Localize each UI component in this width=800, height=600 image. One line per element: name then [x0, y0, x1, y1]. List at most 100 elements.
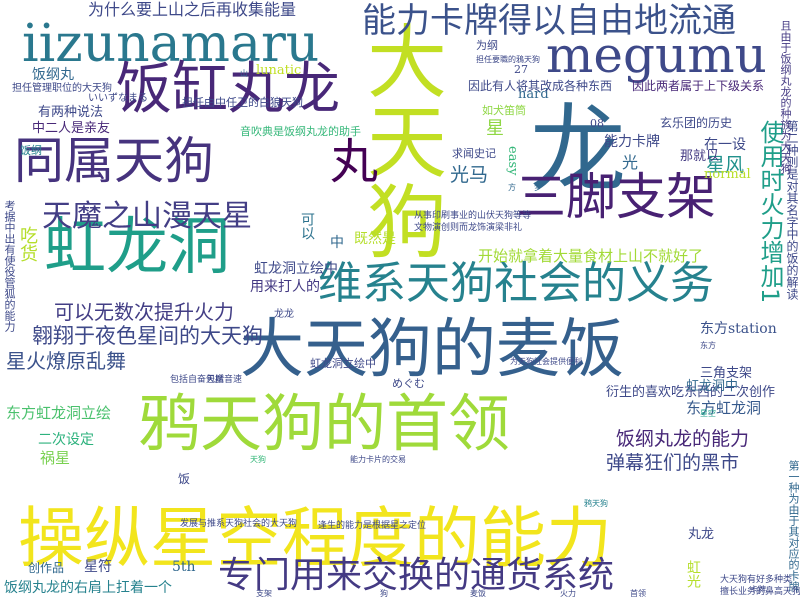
word-cloud-word: 祸星: [40, 449, 71, 467]
word-cloud-word: 饭纲丸: [32, 67, 74, 83]
word-cloud-word: いいずなまる: [88, 93, 148, 104]
word-cloud-word: 星空: [700, 409, 716, 418]
word-cloud-word: 逢生的能力是根据星之定位: [318, 521, 427, 531]
word-cloud-word: 星火燎原乱舞: [6, 349, 126, 373]
word-cloud-word: 音吹典是饭纲丸龙的助手: [240, 125, 361, 138]
word-cloud-word: megumu: [546, 26, 767, 84]
word-cloud-word: 担任由中任卫的白狼天狗: [182, 96, 303, 109]
word-cloud-word: 维系天狗社会的义务: [318, 258, 714, 309]
word-cloud-word: 因此两者属于上下级关系: [632, 79, 765, 93]
word-cloud-word: 虹龙洞立绘中: [310, 357, 376, 370]
word-cloud-word: 同属天狗: [14, 132, 214, 190]
word-cloud-word: 中: [330, 235, 344, 251]
word-cloud-word: 在一设: [704, 137, 746, 153]
word-cloud-word: 既然是: [354, 231, 396, 247]
word-cloud-word: 光马: [450, 164, 489, 186]
word-cloud-word: 中二人是亲友: [32, 121, 111, 136]
word-cloud-word: 麦饭: [470, 589, 486, 598]
word-cloud-word: 考据中出有使役管狐的能力: [3, 200, 16, 332]
word-cloud-word: 08: [590, 117, 604, 130]
word-cloud-word: easy: [505, 146, 520, 176]
word-cloud-word: 虹龙洞立绘中: [254, 261, 338, 277]
word-cloud-word: 虹光: [685, 560, 701, 588]
word-cloud-word: 天狗: [250, 455, 266, 464]
word-cloud-word: 第二种则是对其名字中的饭的解读: [785, 120, 799, 300]
word-cloud-word: 大天狗: [354, 20, 447, 260]
word-cloud-word: 为纲: [476, 39, 498, 52]
word-cloud-word: 包括音速: [206, 375, 243, 385]
word-cloud-word: 三角支架: [700, 366, 753, 381]
word-cloud-word: 二次设定: [38, 432, 94, 448]
word-cloud-word: 第一种为由于其对应的卡牌: [787, 460, 800, 592]
word-cloud-word: 卡牌: [750, 585, 766, 594]
word-cloud-word: 光: [622, 153, 639, 172]
word-cloud-word: 能力卡牌: [604, 134, 660, 150]
word-cloud-word: 吃货: [17, 226, 38, 262]
word-cloud-word: 饭: [178, 472, 191, 486]
word-cloud-word: 能力卡牌得以自由地流通: [362, 1, 736, 41]
word-cloud-word: 星符: [84, 559, 112, 575]
word-cloud-word: 担任要職的鴉天狗: [476, 55, 540, 64]
word-cloud-word: 饭纲: [20, 144, 42, 157]
word-cloud-word: 狗: [380, 589, 388, 598]
word-cloud-word: 虹龙洞中: [686, 379, 739, 394]
word-cloud-word: 可以无数次提升火力: [54, 300, 234, 324]
word-cloud-word: 龙: [530, 94, 626, 206]
word-cloud-word: 梦: [534, 183, 542, 192]
word-cloud-word: iizunamaru: [22, 14, 320, 74]
word-cloud-word: 饭纲丸龙的右肩上扛着一个: [4, 580, 172, 596]
word-cloud-word: lunatic: [256, 63, 302, 78]
word-cloud-word: 用来打人的: [250, 279, 320, 295]
word-cloud-word: 衍生的喜欢吃东西的二次创作: [606, 385, 776, 400]
word-cloud-word: 专门用来交换的通货系统: [218, 555, 615, 596]
word-cloud-word: 鸦天狗的首领: [138, 387, 511, 460]
word-cloud-word: hard: [518, 87, 549, 102]
word-cloud-word: 星风: [706, 154, 745, 176]
word-cloud-word: 27: [514, 63, 528, 76]
word-cloud-word: 饭缸丸龙: [116, 57, 340, 122]
word-cloud-word: 东方: [700, 341, 716, 350]
word-cloud-word: 方: [508, 183, 516, 192]
word-cloud-word: 能力卡片的交易: [350, 455, 406, 464]
word-cloud-word: 火力: [560, 589, 576, 598]
word-cloud-word: 东方station: [700, 321, 777, 337]
word-cloud-word: 文物演创则而龙饰演梁非礼: [414, 223, 523, 233]
word-cloud-word: 操纵星空程度的能力: [18, 500, 612, 577]
word-cloud-word: 饭纲丸龙的能力: [616, 428, 750, 450]
word-cloud-word: 包括自奋天魔: [170, 375, 225, 385]
word-cloud-word: 开始就拿着大量食材上山不就好了: [478, 247, 704, 265]
word-cloud-word: 大天狗有好多种类: [720, 575, 793, 585]
word-cloud-word: 可以: [299, 212, 315, 240]
word-cloud-word: 东方虹龙洞立绘: [6, 404, 112, 422]
word-cloud-word: 翱翔于夜色星间的大天狗: [32, 324, 263, 348]
word-cloud-word: 担任管理职位的大天狗: [12, 83, 112, 94]
word-cloud-word: 5th: [172, 559, 196, 575]
word-cloud-word: 三脚支架: [516, 168, 716, 226]
word-cloud-word: 因此有人将其改成各种东西: [468, 79, 613, 93]
word-cloud-word: 使用时火力增加1: [756, 120, 784, 304]
word-cloud-word: 擅长业务的鼻高天狗: [720, 587, 800, 597]
word-cloud-word: 支架: [256, 589, 272, 598]
word-cloud-word: 求闻史记: [452, 147, 496, 160]
word-cloud-word: 星: [486, 118, 504, 139]
word-cloud-word: めぐむ: [392, 377, 425, 390]
word-cloud-word: 玄乐团的历史: [660, 116, 733, 130]
word-cloud-word: 东方虹龙洞: [686, 399, 762, 417]
word-cloud-word: 天魔之山漫天星: [42, 199, 252, 234]
word-cloud-word: 虹龙洞: [44, 210, 231, 283]
word-cloud-word: normal: [704, 167, 751, 182]
word-cloud-word: 山: [240, 69, 248, 78]
word-cloud-word: 创作品: [28, 561, 65, 575]
word-cloud-word: 如犬笛筒: [482, 104, 526, 117]
word-cloud-word: 从事印刷事业的山伏天狗等等: [414, 211, 532, 221]
word-cloud-word: 大天狗的麦饭: [240, 313, 624, 387]
word-cloud-word: 为天狗社会提供便利: [510, 357, 582, 366]
word-cloud-word: 丸龙: [688, 527, 715, 542]
word-cloud-word: 为什么要上山之后再收集能量: [88, 0, 297, 19]
word-cloud-word: 首领: [630, 589, 646, 598]
word-cloud-word: 有两种说法: [38, 105, 104, 120]
word-cloud-word: 那就以: [680, 149, 720, 164]
word-cloud-word: 丸: [330, 134, 379, 190]
word-cloud-word: 弹幕狂们的黑市: [606, 452, 740, 474]
